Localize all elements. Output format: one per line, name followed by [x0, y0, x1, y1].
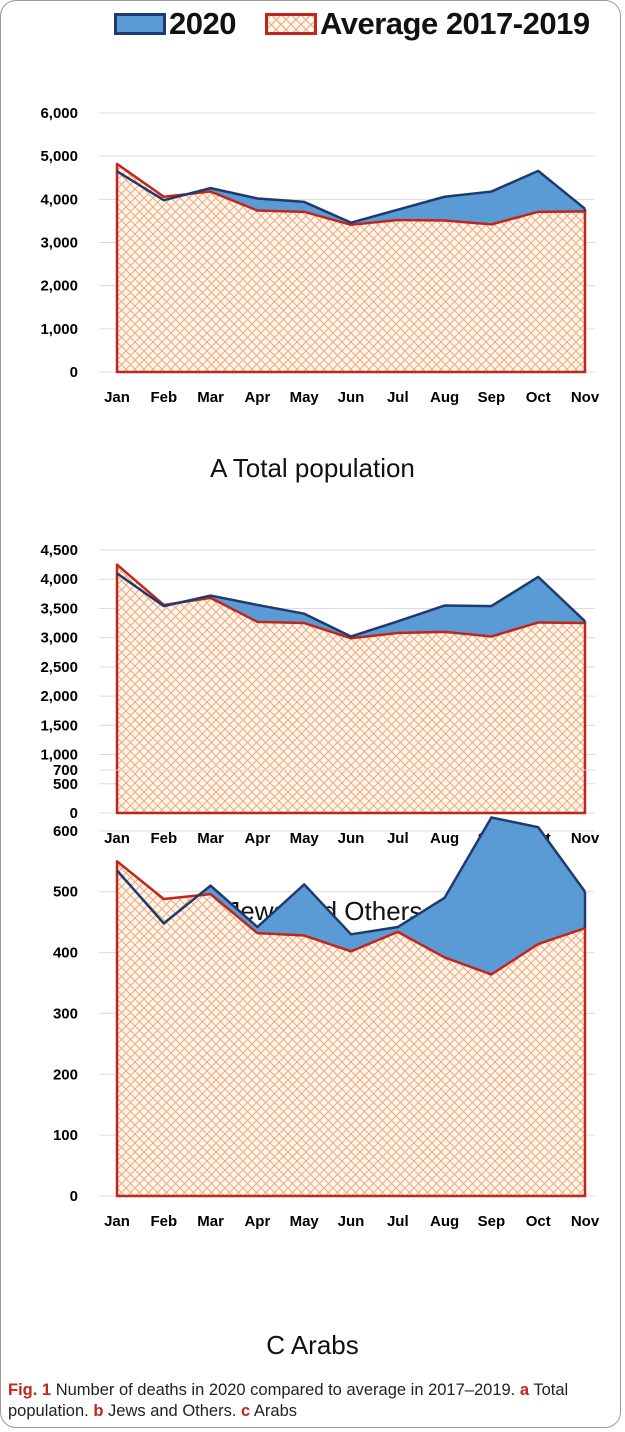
legend-label-average: Average 2017-2019 [320, 6, 590, 41]
series-average-area [117, 163, 585, 372]
figure-part-c-text: Arabs [253, 1402, 297, 1420]
x-tick-label: Feb [150, 830, 177, 847]
chart-total-population: 0 1,000 2,000 3,000 4,000 5,000 6,000 Jan Feb Mar… [40, 105, 600, 406]
x-tick-label: Jun [338, 389, 365, 406]
y-tick-label: 500 [53, 884, 78, 901]
chart-legend: 2020 Average 2017-2019 [0, 6, 625, 46]
panel-caption-c: C Arabs [266, 1330, 359, 1360]
y-tick-label: 200 [53, 1066, 78, 1083]
y-tick-label: 1,000 [40, 747, 78, 764]
y-tick-label: 5,000 [40, 148, 78, 165]
x-tick-label: Jun [338, 830, 365, 847]
x-tick-label: May [290, 830, 320, 847]
series-average-area [117, 861, 585, 1196]
y-tick-label: 4,500 [40, 542, 78, 559]
x-tick-label: Jul [387, 389, 409, 406]
x-tick-label: Jul [387, 1213, 409, 1230]
y-tick-label: 4,000 [40, 191, 78, 208]
y-tick-label: 1,000 [40, 321, 78, 338]
y-tick-label: 6,000 [40, 105, 78, 122]
figure-part-c-letter: c [241, 1402, 251, 1420]
y-tick-label: 2,500 [40, 659, 78, 676]
y-tick-label: 0 [70, 364, 78, 381]
series-2020-line [116, 572, 586, 638]
series-2020-line [116, 169, 586, 224]
x-tick-label: Jan [104, 1213, 130, 1230]
x-tick-label: Oct [526, 1213, 551, 1230]
y-tick-label: 3,500 [40, 600, 78, 617]
figure-part-b-text: Jews and Others. [108, 1402, 237, 1420]
x-tick-label: Jul [387, 830, 409, 847]
figure-part-a-letter: a [519, 1381, 530, 1399]
figure-caption-text: Number of deaths in 2020 compared to ave… [55, 1381, 516, 1399]
x-tick-label: Nov [571, 830, 600, 847]
legend-swatch-average [265, 13, 317, 35]
panel-caption-a: A Total population [210, 453, 415, 483]
x-tick-label: Jun [338, 1213, 365, 1230]
x-tick-label: Aug [430, 1213, 459, 1230]
y-tick-label: 0 [70, 805, 78, 822]
x-tick-label: Sep [478, 389, 506, 406]
x-tick-label: Nov [571, 389, 600, 406]
x-tick-label: Jan [104, 389, 130, 406]
legend-item-2020: 2020 [114, 6, 236, 42]
chart-jews-and-others: 0 500 1,000 1,500 2,000 2,500 3,000 3,500 4,000 4… [40, 542, 600, 847]
y-tick-label: 300 [53, 1005, 78, 1022]
x-tick-label: Apr [244, 389, 270, 406]
series-average-area [117, 564, 585, 813]
figure-part-a-text: Total population. [8, 1381, 569, 1420]
legend-label-2020: 2020 [169, 6, 236, 41]
x-tick-label: Nov [571, 1213, 600, 1230]
series-average-outline [115, 860, 587, 1198]
y-tick-label: 1,500 [40, 717, 78, 734]
x-tick-label: Feb [150, 389, 177, 406]
x-tick-label: Sep [478, 1213, 506, 1230]
y-tick-label: 100 [53, 1127, 78, 1144]
x-tick-label: Aug [430, 830, 459, 847]
y-tick-label: 400 [53, 945, 78, 962]
y-tick-label: 3,000 [40, 235, 78, 252]
legend-swatch-2020 [114, 13, 166, 35]
figure-caption: Fig. 1 Number of deaths in 2020 compared… [8, 1380, 613, 1422]
x-tick-label: Apr [244, 830, 270, 847]
x-tick-label: Mar [197, 830, 224, 847]
y-tick-label: 700 [53, 762, 78, 779]
y-tick-label: 4,000 [40, 571, 78, 588]
x-tick-label: Feb [150, 1213, 177, 1230]
legend-item-average: Average 2017-2019 [265, 6, 590, 42]
figure-part-b-letter: b [93, 1402, 104, 1420]
figure-label: Fig. 1 [8, 1381, 52, 1399]
x-tick-label: Mar [197, 389, 224, 406]
y-tick-label: 2,000 [40, 688, 78, 705]
y-tick-label: 2,000 [40, 278, 78, 295]
x-tick-label: Jan [104, 830, 130, 847]
y-tick-label: 500 [53, 776, 78, 793]
y-tick-label: 0 [70, 1188, 78, 1205]
series-2020-line [116, 816, 587, 936]
x-tick-label: May [290, 389, 320, 406]
x-tick-label: Apr [244, 1213, 270, 1230]
x-tick-label: May [290, 1213, 320, 1230]
x-tick-label: Oct [526, 389, 551, 406]
series-average-outline [115, 162, 587, 374]
x-tick-label: Mar [197, 1213, 224, 1230]
chart-arabs: 0 100 200 300 400 500 600 700 Jan Feb Mar Apr May Jun… [53, 762, 600, 1230]
y-tick-label: 3,000 [40, 630, 78, 647]
y-tick-label: 600 [53, 823, 78, 840]
x-tick-label: Aug [430, 389, 459, 406]
